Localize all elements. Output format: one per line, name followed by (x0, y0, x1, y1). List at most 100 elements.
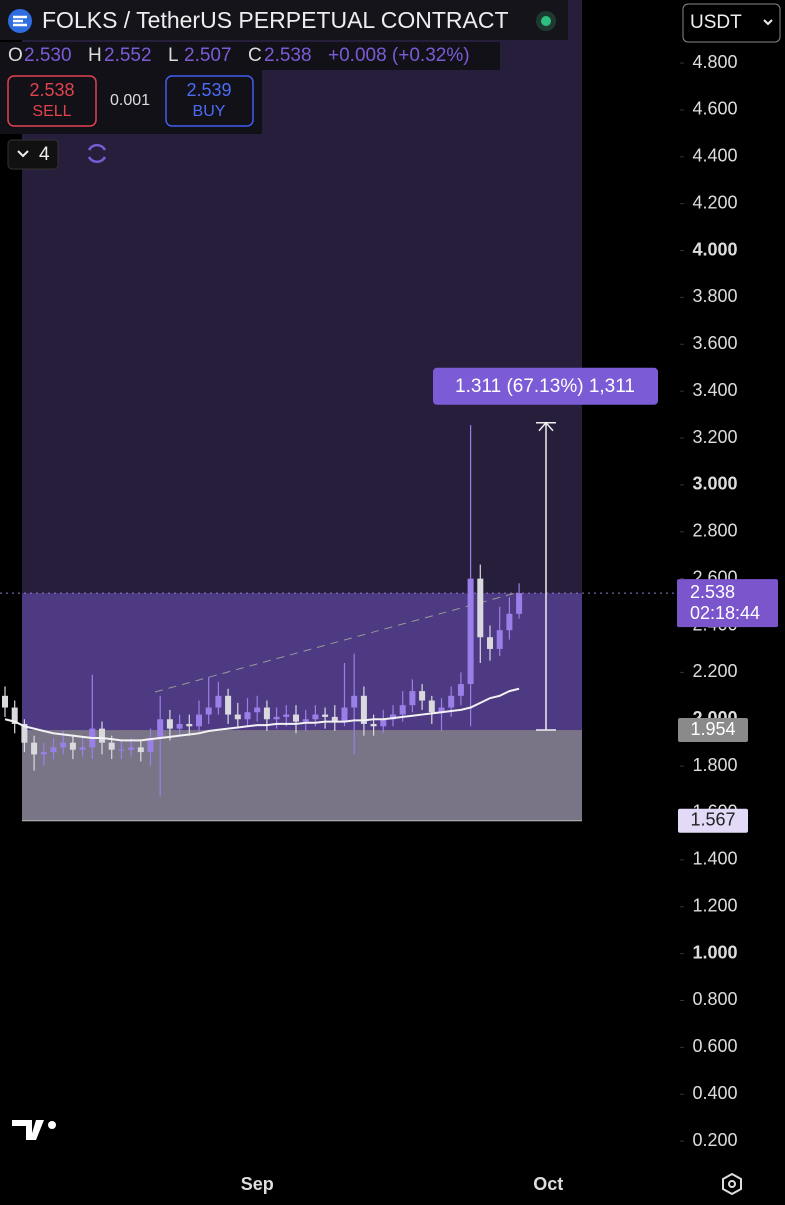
y-tick-label: 0.800 (692, 989, 737, 1009)
candle-body (128, 747, 135, 750)
background (0, 0, 680, 822)
candle-body (331, 716, 338, 722)
candle-body (360, 695, 367, 724)
candle-body (60, 742, 67, 748)
candle-body (312, 714, 319, 720)
countdown: 02:18:44 (690, 603, 760, 623)
title-bar (0, 0, 568, 40)
candle-body (487, 637, 493, 649)
ohlc-value: 2.538 (264, 45, 312, 66)
spread: 0.001 (110, 92, 150, 109)
y-tick-label: 1.000 (692, 942, 737, 962)
stop-zone (22, 730, 582, 821)
y-tick-label: 4.000 (692, 239, 737, 259)
candle-body (448, 695, 455, 708)
currency[interactable]: USDT (690, 12, 742, 33)
x-tick-label: Sep (241, 1174, 274, 1194)
ohlc-key: O (8, 45, 23, 66)
y-tick-label: 3.200 (692, 427, 737, 447)
candle-body (467, 578, 474, 685)
candle-body (186, 723, 193, 727)
sell-price[interactable]: 2.538 (29, 80, 74, 100)
change: +0.008 (+0.32%) (328, 45, 470, 66)
tv-logo-dot (48, 1121, 56, 1129)
candle-body (293, 714, 299, 722)
candle-body (69, 742, 76, 750)
candle-body (390, 714, 396, 720)
ohlc-key: H (88, 45, 102, 66)
currency-select[interactable] (682, 3, 781, 43)
y-tick-label: 3.600 (692, 333, 737, 353)
candle-body (438, 707, 445, 713)
candle-body (244, 712, 251, 720)
current-price: 2.538 (690, 582, 735, 602)
candle-body (496, 630, 503, 649)
interval-dropdown[interactable] (7, 139, 59, 170)
candle-body (370, 723, 377, 727)
y-tick-label: 2.800 (692, 521, 737, 541)
candle-body (351, 695, 358, 708)
stop-label: 1.567 (690, 809, 735, 829)
chart-title: FOLKS / TetherUS PERPETUAL CONTRACT (42, 7, 509, 33)
y-tick-label: 3.400 (692, 380, 737, 400)
y-tick-label: 3.000 (692, 474, 737, 494)
candle-body (302, 719, 309, 722)
measure-arrowhead (538, 421, 554, 432)
candle-body (176, 723, 183, 729)
candle-body (11, 707, 18, 724)
candle-body (428, 700, 435, 713)
ohlc-bar (0, 42, 500, 70)
sell-label[interactable]: SELL (32, 103, 71, 120)
moving-average (4, 687, 520, 742)
y-tick-label: 4.200 (692, 192, 737, 212)
buy-label[interactable]: BUY (193, 103, 226, 120)
candle-body (196, 714, 202, 727)
candle-body (516, 593, 523, 614)
candle-body (322, 714, 329, 717)
candle-body (157, 719, 164, 738)
y-tick-label: 4.800 (692, 52, 737, 72)
currency-arrow (763, 19, 773, 26)
y-tick-label: 2.200 (692, 661, 737, 681)
candle-body (283, 714, 290, 717)
candle-body (380, 719, 387, 727)
candle-body (225, 695, 232, 715)
y-tick-label: 4.400 (692, 146, 737, 166)
buy-price[interactable]: 2.539 (186, 80, 231, 100)
candle-body (79, 747, 86, 750)
stop-box (678, 808, 748, 833)
y-tick-label: 3.800 (692, 286, 737, 306)
candle-body (31, 742, 38, 755)
candle-body (506, 613, 513, 631)
current-price-box (677, 579, 778, 628)
candle-body (254, 707, 261, 713)
ohlc-value: 2.552 (104, 45, 152, 66)
candle-body (457, 684, 464, 696)
candle-body (21, 723, 28, 743)
candle-body (341, 707, 348, 722)
trade-panel (0, 70, 262, 134)
interval[interactable]: 4 (39, 144, 50, 165)
settings-icon[interactable] (722, 1172, 742, 1196)
sell-button[interactable] (7, 75, 97, 127)
candle-body (215, 695, 222, 708)
tv-logo (12, 1120, 44, 1140)
ohlc-key: C (248, 45, 262, 66)
candle-body (108, 742, 115, 750)
buy-button[interactable] (165, 75, 254, 127)
refresh-icon[interactable] (87, 143, 107, 164)
profit-zone (22, 593, 582, 731)
measure-label: 1.311 (67.13%) 1,311 (455, 376, 635, 397)
y-tick-label: 1.400 (692, 849, 737, 869)
y-tick-label: 1.800 (692, 755, 737, 775)
candle-body (99, 728, 105, 743)
dropdown-arrow (17, 150, 29, 158)
y-tick-label: 1.200 (692, 895, 737, 915)
trend-line (154, 592, 516, 693)
candle-body (2, 695, 8, 708)
candle-body (273, 716, 280, 720)
measure-label-box (433, 367, 658, 405)
